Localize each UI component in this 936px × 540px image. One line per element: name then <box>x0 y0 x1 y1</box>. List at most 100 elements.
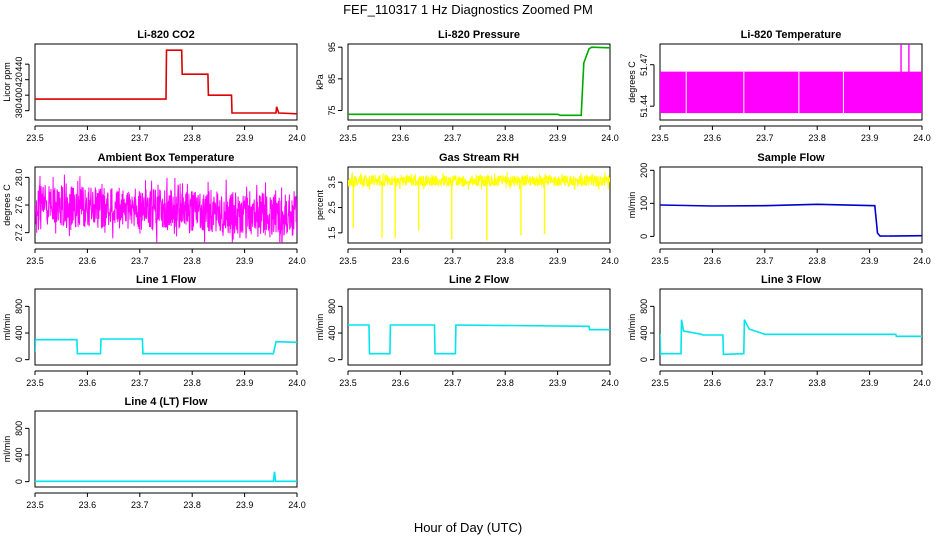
y-tick-label: 75 <box>327 105 337 115</box>
x-tick-label: 23.9 <box>861 256 879 266</box>
x-tick-label: 24.0 <box>601 133 619 143</box>
y-tick-label: 51.44 <box>639 95 649 118</box>
data-layer <box>348 324 610 355</box>
x-tick-label: 23.7 <box>131 256 149 266</box>
x-tick-label: 23.9 <box>236 256 254 266</box>
x-tick-label: 23.6 <box>704 133 722 143</box>
x-tick-label: 23.5 <box>26 378 44 388</box>
x-tick-label: 23.9 <box>549 256 567 266</box>
panel-title: Li-820 Pressure <box>438 29 520 41</box>
x-tick-label: 23.5 <box>26 256 44 266</box>
x-tick-label: 23.7 <box>756 256 774 266</box>
series-band <box>660 71 922 114</box>
x-tick-label: 23.8 <box>496 378 514 388</box>
x-tick-label: 23.7 <box>444 378 462 388</box>
y-axis-label: percent <box>315 189 325 220</box>
x-tick-label: 24.0 <box>601 256 619 266</box>
panel-sample-flow: Sample Flow ml/min 23.5 23.6 23.7 23.8 23.9 24.… <box>627 152 931 266</box>
y-tick-label: 28.0 <box>14 169 24 187</box>
plot-frame <box>34 166 298 244</box>
x-tick-label: 24.0 <box>913 378 931 388</box>
series-line <box>35 49 297 115</box>
data-layer <box>660 44 922 114</box>
y-axis-label: kPa <box>315 74 325 90</box>
x-tick-label: 23.8 <box>183 256 201 266</box>
series-line <box>348 324 610 355</box>
y-tick-label: 0 <box>639 357 649 362</box>
y-tick-label: 1.5 <box>327 227 337 240</box>
x-tick-label: 23.5 <box>651 133 669 143</box>
x-tick-label: 23.5 <box>26 500 44 510</box>
plot-frame <box>34 43 298 121</box>
y-axis-label: ml/min <box>2 314 12 341</box>
x-tick-label: 23.6 <box>704 378 722 388</box>
panel-line-2-flow: Line 2 Flow ml/min 23.5 23.6 23.7 23.8 23.9 24.… <box>315 274 619 388</box>
x-tick-label: 23.9 <box>549 133 567 143</box>
plot-frame <box>34 410 298 488</box>
x-tick-label: 24.0 <box>601 378 619 388</box>
plot-frame <box>347 166 611 244</box>
x-tick-label: 23.6 <box>392 256 410 266</box>
plot-frame <box>347 43 611 121</box>
y-tick-label: 400 <box>14 325 24 340</box>
y-axis-label: ml/min <box>627 314 637 341</box>
panel-li-820-temperature: Li-820 Temperature degrees C 23.5 23.6 23.7 2… <box>627 29 931 143</box>
y-tick-label: 0 <box>639 234 649 239</box>
x-tick-label: 23.8 <box>808 378 826 388</box>
y-tick-label: 100 <box>639 196 649 211</box>
x-tick-label: 23.9 <box>236 378 254 388</box>
panel-line-3-flow: Line 3 Flow ml/min 23.5 23.6 23.7 23.8 23.9 24.… <box>627 274 931 388</box>
y-tick-label: 800 <box>327 299 337 314</box>
x-tick-label: 24.0 <box>288 378 306 388</box>
panel-title: Gas Stream RH <box>439 152 519 164</box>
x-tick-label: 23.9 <box>236 500 254 510</box>
y-tick-label: 51.47 <box>639 53 649 76</box>
plot-frame <box>34 288 298 366</box>
panel-title: Line 2 Flow <box>449 274 509 286</box>
y-tick-label: 0 <box>327 357 337 362</box>
y-tick-label: 27.6 <box>14 196 24 214</box>
x-tick-label: 24.0 <box>913 133 931 143</box>
x-tick-label: 23.5 <box>26 133 44 143</box>
y-axis-label: Licor ppm <box>2 62 12 102</box>
x-tick-label: 23.7 <box>444 133 462 143</box>
y-tick-label: 3.5 <box>327 176 337 189</box>
x-tick-label: 23.5 <box>339 133 357 143</box>
panel-title: Sample Flow <box>757 152 825 164</box>
series-line <box>348 172 610 190</box>
figure-title: FEF_110317 1 Hz Diagnostics Zoomed PM <box>343 2 593 17</box>
y-tick-label: 400 <box>639 325 649 340</box>
figure-x-label: Hour of Day (UTC) <box>414 520 522 535</box>
panel-title: Ambient Box Temperature <box>98 152 235 164</box>
panel-title: Line 4 (LT) Flow <box>125 396 208 408</box>
x-tick-label: 23.6 <box>79 133 97 143</box>
x-tick-label: 24.0 <box>913 256 931 266</box>
y-tick-label: 420 <box>14 72 24 87</box>
x-tick-label: 23.7 <box>756 133 774 143</box>
panel-line-1-flow: Line 1 Flow ml/min 23.5 23.6 23.7 23.8 23.9 24.… <box>2 274 306 388</box>
y-tick-label: 0 <box>14 357 24 362</box>
x-tick-label: 23.8 <box>496 133 514 143</box>
series-line <box>35 338 297 355</box>
y-tick-label: 2.5 <box>327 201 337 214</box>
y-tick-label: 200 <box>639 163 649 178</box>
y-tick-label: 95 <box>327 42 337 52</box>
x-tick-label: 23.7 <box>131 133 149 143</box>
y-tick-label: 800 <box>14 299 24 314</box>
series-line <box>35 174 297 243</box>
x-tick-label: 23.6 <box>79 256 97 266</box>
x-tick-label: 23.8 <box>808 256 826 266</box>
x-tick-label: 23.5 <box>339 378 357 388</box>
x-tick-label: 23.8 <box>183 500 201 510</box>
x-tick-label: 23.8 <box>183 378 201 388</box>
plot-frame <box>659 288 923 366</box>
x-tick-label: 23.9 <box>236 133 254 143</box>
x-tick-label: 23.9 <box>549 378 567 388</box>
y-tick-label: 27.2 <box>14 224 24 242</box>
y-tick-label: 800 <box>639 299 649 314</box>
x-tick-label: 23.8 <box>183 133 201 143</box>
y-axis-label: ml/min <box>315 314 325 341</box>
y-axis-label: degrees C <box>2 184 12 226</box>
y-tick-label: 85 <box>327 74 337 84</box>
y-tick-label: 440 <box>14 57 24 72</box>
